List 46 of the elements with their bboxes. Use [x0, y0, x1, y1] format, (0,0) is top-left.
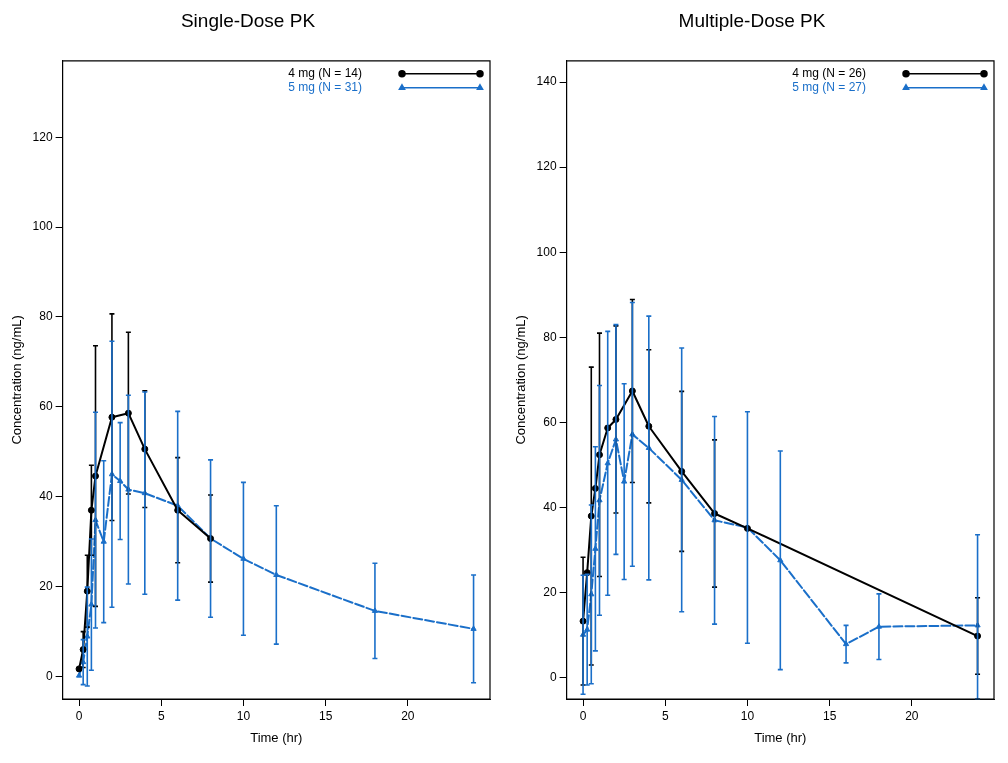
- y-tick-label: 20: [543, 584, 557, 599]
- point: [629, 430, 636, 437]
- y-tick-label: 140: [536, 74, 557, 89]
- x-axis-title: Time (hr): [754, 729, 807, 745]
- point: [75, 665, 83, 673]
- point: [974, 621, 981, 628]
- x-tick-label: 10: [236, 708, 251, 723]
- point: [678, 476, 685, 482]
- x-tick-label: 20: [401, 708, 415, 723]
- x-axis-title: Time (hr): [250, 729, 303, 745]
- y-axis-title: Concentration (ng/mL): [513, 315, 529, 445]
- x-tick-label: 5: [157, 708, 165, 723]
- y-tick-label: 40: [39, 489, 53, 504]
- y-tick-label: 0: [549, 670, 557, 685]
- x-tick-label: 15: [318, 708, 333, 723]
- x-tick-label: 15: [822, 708, 837, 723]
- y-tick-label: 0: [45, 668, 53, 683]
- y-tick-label: 60: [543, 414, 557, 429]
- y-tick-label: 40: [543, 499, 557, 514]
- point: [87, 506, 95, 514]
- y-tick-label: 80: [39, 309, 53, 324]
- chart-title: Single-Dose PK: [180, 9, 316, 31]
- chart-title: Multiple-Dose PK: [678, 9, 826, 31]
- y-tick-label: 120: [536, 159, 557, 174]
- text: 4 mg (N = 26): [792, 66, 866, 81]
- y-tick-label: 100: [32, 219, 53, 234]
- y-axis-title: Concentration (ng/mL): [9, 315, 25, 445]
- point: [592, 545, 599, 551]
- x-tick-label: 20: [905, 708, 919, 723]
- point: [273, 571, 280, 577]
- y-tick-label: 60: [39, 399, 53, 414]
- text: 5 mg (N = 27): [792, 80, 866, 95]
- point: [470, 625, 477, 631]
- y-tick-label: 120: [32, 129, 53, 144]
- x-tick-label: 0: [75, 708, 83, 723]
- x-tick-label: 5: [661, 708, 669, 723]
- x-tick-label: 0: [579, 708, 587, 723]
- x-tick-label: 10: [740, 708, 755, 723]
- y-tick-label: 20: [39, 578, 53, 593]
- point: [75, 672, 83, 678]
- point: [240, 555, 247, 561]
- y-tick-label: 80: [543, 329, 557, 344]
- text: 4 mg (N = 14): [288, 66, 362, 81]
- y-tick-label: 100: [536, 244, 557, 259]
- text: 5 mg (N = 31): [288, 80, 362, 95]
- point: [125, 486, 132, 492]
